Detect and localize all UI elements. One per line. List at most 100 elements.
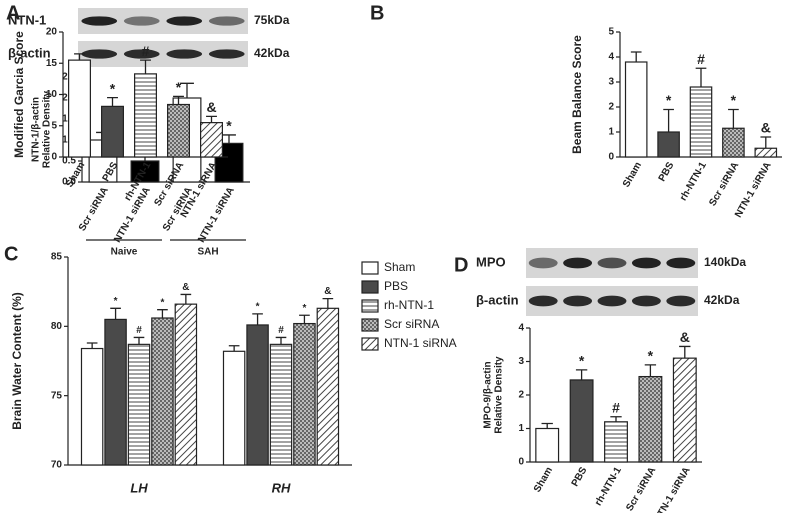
significance-mark: & — [324, 286, 331, 297]
blot-band — [597, 257, 627, 269]
bar — [246, 324, 269, 466]
y-tick-label: 85 — [51, 252, 63, 263]
significance-mark: * — [666, 92, 672, 108]
significance-mark: # — [612, 399, 620, 415]
bar — [657, 131, 680, 158]
blot-band — [597, 295, 627, 307]
significance-mark: & — [182, 282, 189, 293]
group-label: SAH — [197, 247, 218, 258]
bar — [134, 73, 157, 158]
y-tick-label: 20 — [46, 27, 58, 38]
panel-label: D — [454, 254, 468, 276]
bar — [569, 379, 594, 463]
bar — [293, 322, 316, 466]
legend-swatch — [361, 337, 379, 351]
error-bar — [74, 53, 85, 61]
blot-band — [208, 16, 245, 26]
blot-band — [666, 257, 696, 269]
bar — [101, 105, 124, 158]
panel-label: A — [6, 2, 20, 24]
error-bar — [679, 345, 691, 359]
significance-mark: & — [761, 120, 771, 136]
error-bar — [275, 336, 287, 345]
blot-row-label: NTN-1 — [8, 12, 46, 27]
bar — [672, 357, 697, 463]
legend-swatch — [361, 280, 379, 294]
y-tick-label: 0 — [608, 152, 614, 163]
blot-size-label: 75kDa — [254, 13, 290, 27]
blot-band — [208, 49, 245, 59]
y-tick-label: 2 — [518, 390, 524, 401]
legend-swatch — [361, 318, 379, 332]
y-axis-label: MPO-9/β-actin — [483, 361, 494, 428]
blot-band — [166, 49, 203, 59]
blot-band — [123, 16, 160, 26]
y-tick-label: 0.0 — [62, 177, 76, 188]
significance-mark: * — [648, 348, 654, 364]
y-tick-label: 1 — [608, 127, 614, 138]
significance-mark: * — [160, 297, 164, 308]
significance-mark: * — [731, 92, 737, 108]
legend-label: Scr siRNA — [384, 317, 439, 331]
significance-mark: # — [697, 51, 705, 67]
x-tick-label: Scr siRNA — [77, 185, 111, 233]
significance-mark: # — [278, 325, 284, 336]
significance-mark: * — [176, 79, 182, 95]
bar — [222, 350, 246, 466]
blot-band — [123, 49, 160, 59]
y-axis-label: Modified Garcia Score — [12, 31, 26, 158]
x-tick-label: RH — [272, 480, 291, 495]
error-bar — [322, 297, 334, 309]
significance-mark: * — [256, 301, 260, 312]
error-bar — [157, 309, 168, 319]
legend-label: rh-NTN-1 — [384, 298, 434, 312]
bar — [104, 318, 127, 466]
y-tick-label: 3 — [608, 77, 614, 88]
blot-band — [81, 16, 118, 26]
group-label: Naive — [111, 247, 138, 258]
error-bar — [252, 313, 263, 325]
blot-row-label: β-actin — [476, 292, 519, 307]
y-tick-label: 3 — [518, 356, 524, 367]
x-tick-label: Sham — [621, 160, 644, 189]
y-tick-label: 75 — [51, 390, 63, 401]
error-bar — [541, 422, 553, 429]
x-tick-label: PBS — [570, 465, 590, 489]
y-tick-label: 0 — [51, 152, 57, 163]
bar — [167, 103, 190, 158]
x-tick-label: Scr siRNA — [707, 160, 741, 208]
y-tick-label: 4 — [608, 52, 614, 63]
y-axis-label: Relative Density — [494, 356, 505, 434]
legend-label: PBS — [384, 279, 408, 293]
error-bar — [630, 51, 642, 62]
error-bar — [133, 336, 145, 345]
blot-band — [666, 295, 696, 307]
bar — [151, 317, 174, 466]
blot-row-label: MPO — [476, 254, 506, 269]
y-tick-label: 5 — [51, 120, 57, 131]
blot-band — [631, 257, 661, 269]
y-axis-label: NTN-1/β-actin — [31, 97, 42, 162]
bar — [269, 343, 293, 466]
significance-mark: * — [110, 80, 116, 96]
error-bar — [228, 345, 240, 352]
blot-band — [563, 257, 593, 269]
y-axis-label: Beam Balance Score — [570, 35, 584, 154]
bar — [535, 427, 560, 463]
blot-band — [563, 295, 593, 307]
error-bar — [760, 136, 772, 149]
y-tick-label: 0 — [518, 457, 524, 468]
error-bar — [110, 307, 121, 320]
blot-row-label: β-actin — [8, 45, 51, 60]
x-tick-label: Scr siRNA — [624, 465, 658, 513]
legend-swatch — [361, 299, 379, 313]
panel-label: C — [4, 243, 18, 265]
legend-swatch — [361, 261, 379, 275]
significance-mark: & — [680, 329, 690, 345]
blot-size-label: 42kDa — [254, 46, 290, 60]
x-tick-label: rh-NTN-1 — [678, 160, 709, 203]
y-tick-label: 0.5 — [62, 156, 76, 167]
y-tick-label: 10 — [46, 89, 58, 100]
bar — [200, 122, 223, 158]
significance-mark: * — [302, 303, 306, 314]
